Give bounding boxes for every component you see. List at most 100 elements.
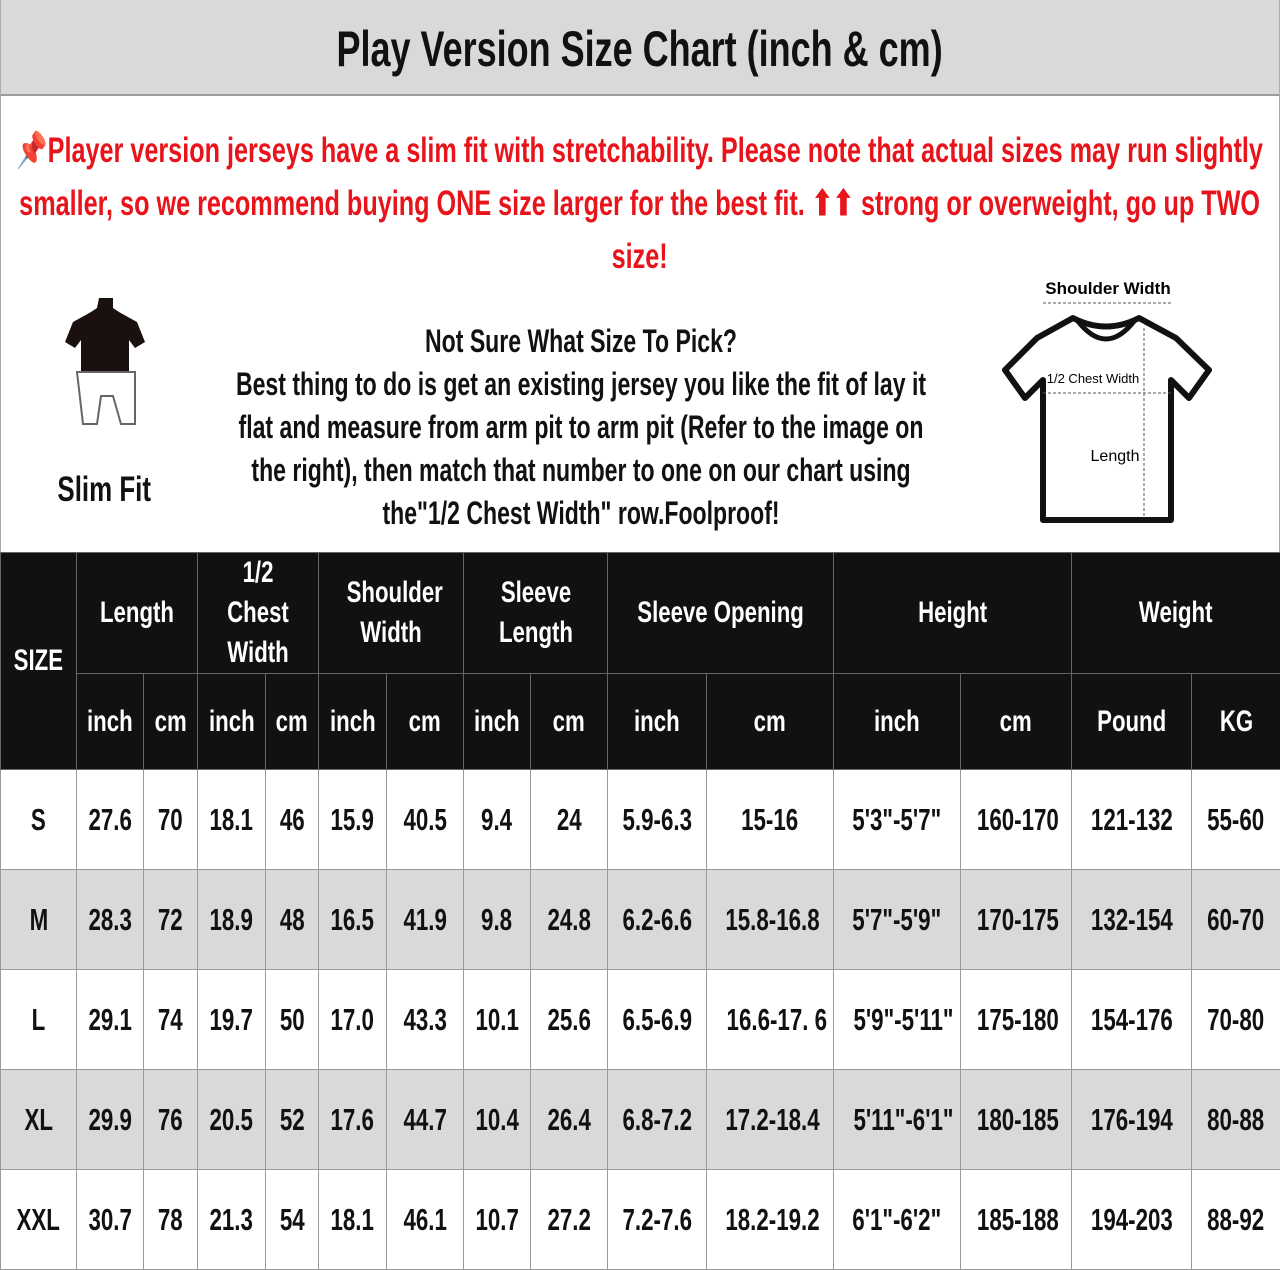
unit-header: inch [834, 674, 961, 770]
value-cell: 6.2-6.6 [608, 870, 707, 970]
info-heading: Not Sure What Size To Pick? [198, 320, 964, 363]
value-cell: 29.9 [77, 1070, 144, 1170]
size-cell: M [1, 870, 77, 970]
group-header: Sleeve Length [464, 553, 608, 674]
value-cell: 80-88 [1192, 1070, 1280, 1170]
value-cell: 5'7"-5'9" [834, 870, 961, 970]
value-cell: 50 [266, 970, 319, 1070]
value-cell: 54 [266, 1170, 319, 1270]
value-cell: 41.9 [387, 870, 464, 970]
value-cell: 16.6-17. 6 [707, 970, 834, 1070]
value-cell: 78 [144, 1170, 198, 1270]
value-cell: 18.2-19.2 [707, 1170, 834, 1270]
group-header: Shoulder Width [319, 553, 464, 674]
shoulder-width-label: Shoulder Width [1045, 280, 1170, 298]
value-cell: 10.1 [464, 970, 531, 1070]
value-cell: 88-92 [1192, 1170, 1280, 1270]
value-cell: 72 [144, 870, 198, 970]
info-body: Best thing to do is get an existing jers… [228, 363, 934, 535]
note-text: Player version jerseys have a slim fit w… [20, 131, 1264, 276]
value-cell: 19.7 [198, 970, 266, 1070]
group-header: Height [834, 553, 1072, 674]
value-cell: 121-132 [1072, 770, 1192, 870]
unit-header: Pound [1072, 674, 1192, 770]
unit-header: inch [77, 674, 144, 770]
slim-fit-shirt-icon [61, 294, 151, 429]
group-header: Length [77, 553, 198, 674]
value-cell: 15-16 [707, 770, 834, 870]
value-cell: 16.5 [319, 870, 387, 970]
value-cell: 15.9 [319, 770, 387, 870]
value-cell: 70 [144, 770, 198, 870]
value-cell: 160-170 [961, 770, 1072, 870]
size-cell: S [1, 770, 77, 870]
size-cell: XXL [1, 1170, 77, 1270]
value-cell: 7.2-7.6 [608, 1170, 707, 1270]
value-cell: 6.8-7.2 [608, 1070, 707, 1170]
value-cell: 10.4 [464, 1070, 531, 1170]
value-cell: 5'11"-6'1" [834, 1070, 961, 1170]
value-cell: 43.3 [387, 970, 464, 1070]
unit-header: inch [319, 674, 387, 770]
fit-label: Slim Fit [41, 470, 167, 510]
value-cell: 29.1 [77, 970, 144, 1070]
size-table: SIZE Length 1/2 Chest Width Shoulder Wid… [0, 552, 1280, 1270]
value-cell: 154-176 [1072, 970, 1192, 1070]
value-cell: 15.8-16.8 [707, 870, 834, 970]
value-cell: 176-194 [1072, 1070, 1192, 1170]
chest-width-label: 1/2 Chest Width [1047, 371, 1140, 386]
unit-header: cm [387, 674, 464, 770]
value-cell: 48 [266, 870, 319, 970]
value-cell: 27.2 [531, 1170, 608, 1270]
value-cell: 18.1 [198, 770, 266, 870]
value-cell: 17.0 [319, 970, 387, 1070]
unit-header: cm [707, 674, 834, 770]
value-cell: 27.6 [77, 770, 144, 870]
info-section: Slim Fit Not Sure What Size To Pick?Best… [0, 280, 1280, 552]
pushpin-icon: 📌 [17, 131, 48, 170]
group-header: Weight [1072, 553, 1280, 674]
value-cell: 70-80 [1192, 970, 1280, 1070]
value-cell: 24 [531, 770, 608, 870]
group-header: Sleeve Opening [608, 553, 834, 674]
value-cell: 26.4 [531, 1070, 608, 1170]
value-cell: 76 [144, 1070, 198, 1170]
value-cell: 52 [266, 1070, 319, 1170]
value-cell: 44.7 [387, 1070, 464, 1170]
unit-header: cm [961, 674, 1072, 770]
value-cell: 46 [266, 770, 319, 870]
value-cell: 10.7 [464, 1170, 531, 1270]
size-cell: L [1, 970, 77, 1070]
value-cell: 5'3"-5'7" [834, 770, 961, 870]
value-cell: 9.8 [464, 870, 531, 970]
page-title: Play Version Size Chart (inch & cm) [0, 0, 1280, 96]
value-cell: 180-185 [961, 1070, 1072, 1170]
unit-header: inch [198, 674, 266, 770]
size-header: SIZE [1, 553, 77, 770]
length-label: Length [1091, 448, 1140, 465]
value-cell: 170-175 [961, 870, 1072, 970]
value-cell: 194-203 [1072, 1170, 1192, 1270]
value-cell: 24.8 [531, 870, 608, 970]
fit-note: 📌Player version jerseys have a slim fit … [0, 96, 1280, 280]
value-cell: 6.5-6.9 [608, 970, 707, 1070]
value-cell: 5'9"-5'11" [834, 970, 961, 1070]
value-cell: 55-60 [1192, 770, 1280, 870]
value-cell: 17.2-18.4 [707, 1070, 834, 1170]
value-cell: 21.3 [198, 1170, 266, 1270]
value-cell: 175-180 [961, 970, 1072, 1070]
unit-header: KG [1192, 674, 1280, 770]
measurement-diagram: Shoulder Width 1/2 Chest Width Length [1001, 280, 1221, 530]
unit-header: inch [608, 674, 707, 770]
value-cell: 28.3 [77, 870, 144, 970]
value-cell: 18.9 [198, 870, 266, 970]
title-text: Play Version Size Chart (inch & cm) [0, 20, 1280, 78]
value-cell: 25.6 [531, 970, 608, 1070]
value-cell: 9.4 [464, 770, 531, 870]
value-cell: 185-188 [961, 1170, 1072, 1270]
